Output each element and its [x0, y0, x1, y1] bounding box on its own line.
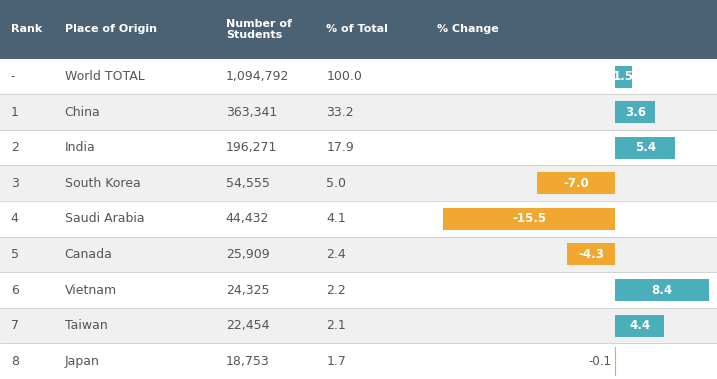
Text: 100.0: 100.0 [326, 70, 362, 83]
FancyBboxPatch shape [443, 208, 615, 230]
Text: 196,271: 196,271 [226, 141, 277, 154]
Text: China: China [65, 106, 100, 119]
Text: 33.2: 33.2 [326, 106, 354, 119]
Text: Rank: Rank [11, 24, 42, 34]
Text: 2: 2 [11, 141, 19, 154]
Text: 5.4: 5.4 [635, 141, 656, 154]
Text: 18,753: 18,753 [226, 355, 270, 368]
Text: 8.4: 8.4 [651, 283, 673, 296]
FancyBboxPatch shape [0, 0, 717, 59]
Text: 1.7: 1.7 [326, 355, 346, 368]
Text: % Change: % Change [437, 24, 499, 34]
FancyBboxPatch shape [538, 172, 615, 194]
Text: 24,325: 24,325 [226, 283, 270, 296]
FancyBboxPatch shape [615, 101, 655, 123]
Text: 2.1: 2.1 [326, 319, 346, 332]
FancyBboxPatch shape [615, 66, 632, 88]
Text: Saudi Arabia: Saudi Arabia [65, 212, 144, 226]
Text: 7: 7 [11, 319, 19, 332]
Text: 54,555: 54,555 [226, 177, 270, 190]
Text: -15.5: -15.5 [512, 212, 546, 226]
Text: Taiwan: Taiwan [65, 319, 108, 332]
Text: -4.3: -4.3 [579, 248, 604, 261]
Text: India: India [65, 141, 95, 154]
Text: 8: 8 [11, 355, 19, 368]
Text: -7.0: -7.0 [564, 177, 589, 190]
Text: 5.0: 5.0 [326, 177, 346, 190]
Text: 4.4: 4.4 [629, 319, 650, 332]
Text: 17.9: 17.9 [326, 141, 354, 154]
Text: 363,341: 363,341 [226, 106, 277, 119]
Text: 4: 4 [11, 212, 19, 226]
FancyBboxPatch shape [0, 130, 717, 166]
Text: 3: 3 [11, 177, 19, 190]
Text: 2.4: 2.4 [326, 248, 346, 261]
Text: 25,909: 25,909 [226, 248, 270, 261]
Text: Number of
Students: Number of Students [226, 19, 292, 40]
Text: Place of Origin: Place of Origin [65, 24, 156, 34]
Text: 3.6: 3.6 [625, 106, 646, 119]
Text: 22,454: 22,454 [226, 319, 270, 332]
Text: South Korea: South Korea [65, 177, 141, 190]
Text: 44,432: 44,432 [226, 212, 269, 226]
FancyBboxPatch shape [0, 201, 717, 236]
Text: 4.1: 4.1 [326, 212, 346, 226]
Text: -0.1: -0.1 [589, 355, 612, 368]
FancyBboxPatch shape [615, 137, 675, 159]
FancyBboxPatch shape [0, 166, 717, 201]
Text: 1,094,792: 1,094,792 [226, 70, 289, 83]
Text: 5: 5 [11, 248, 19, 261]
FancyBboxPatch shape [0, 236, 717, 272]
FancyBboxPatch shape [615, 315, 664, 337]
FancyBboxPatch shape [0, 59, 717, 94]
Text: 2.2: 2.2 [326, 283, 346, 296]
FancyBboxPatch shape [615, 279, 708, 301]
Text: 1.5: 1.5 [613, 70, 634, 83]
FancyBboxPatch shape [0, 343, 717, 379]
Text: Canada: Canada [65, 248, 113, 261]
Text: 1: 1 [11, 106, 19, 119]
FancyBboxPatch shape [567, 243, 615, 265]
Text: World TOTAL: World TOTAL [65, 70, 144, 83]
Text: % of Total: % of Total [326, 24, 388, 34]
FancyBboxPatch shape [0, 272, 717, 308]
Text: -: - [11, 70, 15, 83]
Text: Vietnam: Vietnam [65, 283, 117, 296]
FancyBboxPatch shape [0, 94, 717, 130]
Text: 6: 6 [11, 283, 19, 296]
Text: Japan: Japan [65, 355, 100, 368]
FancyBboxPatch shape [0, 308, 717, 343]
